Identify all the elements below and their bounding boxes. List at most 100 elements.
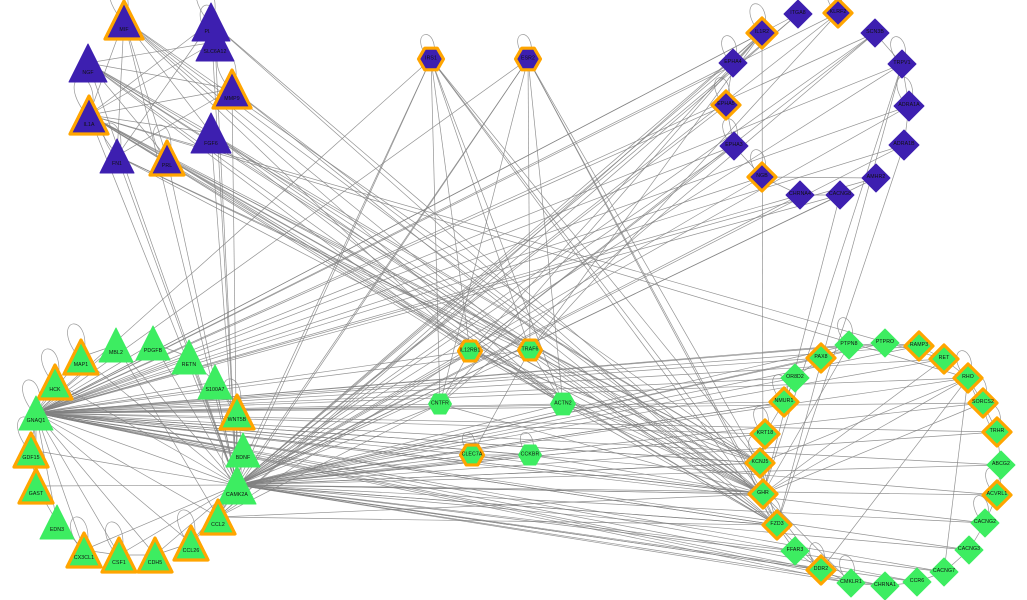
- node-ghr[interactable]: GHR: [747, 478, 779, 510]
- node-il1r2[interactable]: IL1R2: [745, 16, 779, 50]
- edge: [469, 145, 735, 352]
- edge: [562, 403, 764, 495]
- node-trpv1[interactable]: TRPV1: [886, 48, 918, 80]
- edge: [35, 63, 903, 414]
- edge: [469, 32, 876, 352]
- node-ccl26[interactable]: CCL26: [172, 524, 210, 562]
- edge: [35, 484, 238, 487]
- node-epha4[interactable]: EPHA4: [717, 47, 749, 79]
- node-mif[interactable]: MIF: [103, 0, 145, 41]
- diamond-glyph: [825, 180, 855, 210]
- node-klrf2[interactable]: KLRF2: [822, 0, 854, 29]
- diamond-glyph: [718, 48, 748, 78]
- diamond-glyph: [805, 342, 837, 374]
- edge: [118, 484, 238, 556]
- edge: [236, 357, 822, 486]
- edge: [35, 401, 785, 414]
- triangle-glyph: [199, 498, 237, 536]
- node-abcg2[interactable]: ABCG2: [985, 449, 1017, 481]
- edge: [762, 194, 841, 495]
- node-ptpro[interactable]: PTPRO: [869, 327, 901, 359]
- edge: [35, 412, 156, 556]
- node-ngf[interactable]: NGF: [67, 42, 109, 84]
- node-actn2[interactable]: ACTN2: [549, 390, 578, 419]
- node-nmur1[interactable]: NMUR1: [768, 386, 800, 418]
- node-ccr6[interactable]: CCR6: [901, 566, 933, 598]
- edge: [439, 32, 763, 405]
- triangle-glyph: [197, 364, 233, 400]
- node-itga8[interactable]: ITGA8: [782, 0, 814, 30]
- node-chrna1[interactable]: CHRNA1: [869, 570, 901, 600]
- edge: [35, 412, 219, 518]
- node-amhr2[interactable]: AMHR2: [860, 162, 892, 194]
- edge: [87, 62, 564, 405]
- node-gast[interactable]: GAST: [17, 467, 55, 505]
- diamond-glyph: [893, 90, 925, 122]
- edge: [35, 412, 852, 584]
- node-cacng8[interactable]: CACNG8: [824, 179, 856, 211]
- edge: [80, 356, 238, 486]
- edge: [761, 32, 764, 495]
- node-sorcs2[interactable]: SORCS2: [967, 387, 999, 419]
- node-esr2[interactable]: ESR2: [513, 45, 543, 74]
- self-loop-edge: [103, 122, 122, 155]
- node-slc6a12[interactable]: SLC6A12: [194, 21, 236, 63]
- node-scn3b[interactable]: SCN3B: [859, 17, 891, 49]
- node-traf6[interactable]: TRAF6: [516, 337, 544, 364]
- node-krt18[interactable]: KRT18: [749, 418, 781, 450]
- node-prl[interactable]: PRL: [148, 139, 186, 177]
- hexagon-glyph: [416, 46, 446, 72]
- edge: [236, 104, 727, 486]
- edge: [35, 32, 876, 414]
- edge: [762, 402, 984, 495]
- edge: [35, 402, 984, 414]
- node-gdf15[interactable]: GDF15: [12, 431, 50, 469]
- node-trhr[interactable]: TRHR: [981, 416, 1013, 448]
- node-fn1[interactable]: FN1: [98, 137, 136, 175]
- node-ddr2[interactable]: DDR2: [805, 554, 837, 586]
- node-kcnj5[interactable]: KCNJ5: [744, 447, 776, 479]
- diamond-glyph: [745, 16, 779, 50]
- edge: [35, 412, 766, 435]
- diamond-glyph: [834, 330, 864, 360]
- node-cdh5[interactable]: CDH5: [136, 536, 174, 574]
- node-ptpn8[interactable]: PTPN8: [833, 329, 865, 361]
- node-epha3[interactable]: EPHA3: [718, 130, 750, 162]
- node-mbl2[interactable]: MBL2: [97, 326, 135, 364]
- edge: [116, 155, 764, 495]
- edge: [88, 21, 212, 116]
- node-wnt5b[interactable]: WNT5B: [218, 393, 256, 431]
- node-fgf6[interactable]: FGF6: [189, 111, 233, 155]
- edge: [35, 145, 735, 414]
- node-mmp9[interactable]: MMP9: [211, 68, 253, 110]
- node-ngb[interactable]: NGB: [746, 161, 778, 193]
- edge: [236, 484, 986, 524]
- triangle-glyph: [62, 338, 100, 376]
- node-il1a[interactable]: IL1A: [68, 94, 110, 136]
- node-il12rb1[interactable]: IL12RB1: [456, 338, 484, 365]
- node-csf1[interactable]: CSF1: [100, 536, 138, 574]
- diamond-glyph: [746, 161, 778, 193]
- diamond-glyph: [768, 386, 800, 418]
- triangle-glyph: [148, 139, 186, 177]
- node-cx3cl1[interactable]: CX3CL1: [65, 531, 103, 569]
- node-cckbr[interactable]: CCKBR: [517, 442, 544, 469]
- diamond-glyph: [822, 0, 854, 29]
- node-clec7a[interactable]: CLEC7A: [458, 442, 486, 469]
- diamond-glyph: [861, 163, 891, 193]
- triangle-glyph: [135, 325, 171, 361]
- node-irs1[interactable]: IRS1: [416, 45, 446, 74]
- node-chrna4[interactable]: CHRNA4: [784, 179, 816, 211]
- node-epha5[interactable]: EPHA5: [710, 89, 742, 121]
- node-adra1a[interactable]: ADRA1A: [892, 89, 926, 123]
- node-pdgfb[interactable]: PDGFB: [134, 324, 172, 362]
- node-adra1b[interactable]: ADRA1B: [887, 128, 921, 162]
- edge: [236, 484, 998, 496]
- diamond-glyph: [954, 535, 984, 565]
- node-cmklr1[interactable]: CMKLR1: [835, 567, 867, 599]
- node-cntfr[interactable]: CNTFR: [427, 391, 454, 418]
- edge: [35, 342, 886, 414]
- node-gnaq1[interactable]: GNAQ1: [17, 394, 55, 432]
